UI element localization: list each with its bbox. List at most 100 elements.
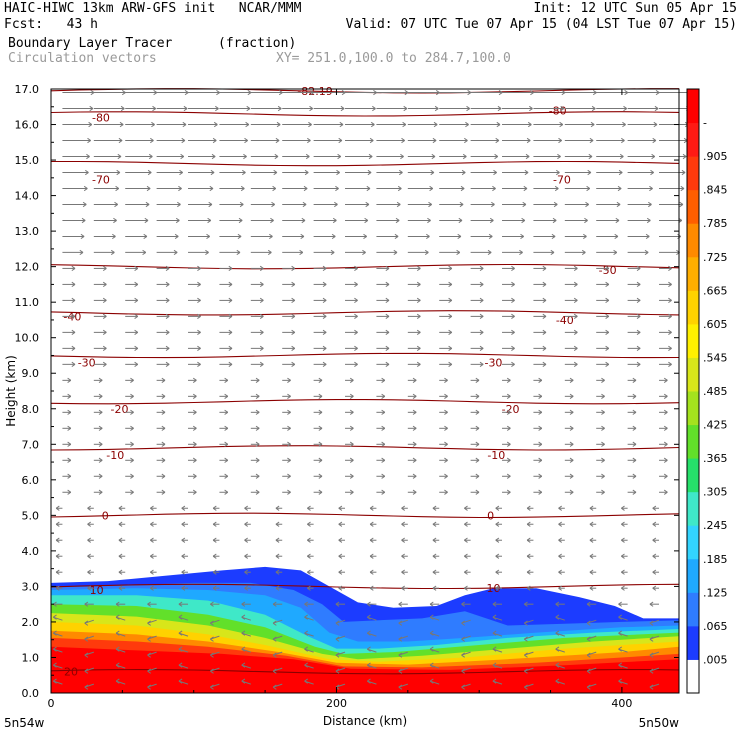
circulation-vector bbox=[53, 614, 63, 621]
circulation-vector bbox=[492, 614, 503, 621]
circulation-vector bbox=[367, 601, 377, 607]
circulation-vector bbox=[115, 614, 126, 621]
circulation-vector bbox=[533, 489, 543, 495]
colorbar-label: .305 bbox=[703, 486, 728, 499]
circulation-vector bbox=[53, 662, 63, 669]
circulation-vector bbox=[533, 89, 566, 96]
valid-time: Valid: 07 UTC Tue 07 Apr 15 (04 LST Tue … bbox=[345, 17, 737, 32]
circulation-vector bbox=[596, 121, 626, 128]
circulation-vector bbox=[564, 153, 593, 160]
circulation-vector bbox=[219, 473, 229, 479]
circulation-vector bbox=[533, 409, 543, 415]
circulation-vector bbox=[156, 361, 170, 367]
circulation-vector bbox=[502, 217, 526, 224]
circulation-vector bbox=[219, 281, 233, 288]
circulation-vector bbox=[596, 105, 628, 112]
circulation-vector bbox=[338, 521, 346, 527]
circulation-vector bbox=[219, 329, 233, 335]
circulation-vector bbox=[307, 585, 314, 591]
circulation-vector bbox=[659, 361, 672, 367]
circulation-vector bbox=[533, 281, 547, 288]
circulation-vector bbox=[93, 233, 116, 240]
circulation-vector bbox=[219, 393, 229, 399]
circulation-vector bbox=[596, 281, 610, 288]
circulation-vector bbox=[84, 651, 94, 658]
circulation-vector bbox=[376, 345, 390, 351]
circulation-vector bbox=[659, 153, 687, 160]
circulation-vector bbox=[345, 297, 358, 304]
circulation-vector bbox=[156, 89, 189, 96]
circulation-vector bbox=[618, 662, 628, 669]
circulation-vector bbox=[652, 569, 660, 575]
circulation-vector bbox=[618, 601, 628, 607]
circulation-vector bbox=[376, 217, 400, 224]
circulation-vector bbox=[250, 329, 264, 335]
circulation-vector bbox=[526, 585, 534, 591]
circulation-vector bbox=[652, 553, 660, 559]
circulation-vector bbox=[345, 441, 354, 447]
circulation-vector bbox=[150, 521, 157, 527]
circulation-vector bbox=[429, 662, 440, 669]
circulation-vector bbox=[376, 233, 399, 240]
circulation-vector bbox=[533, 137, 562, 144]
circulation-vector bbox=[526, 521, 534, 527]
circulation-vector bbox=[210, 651, 220, 658]
circulation-vector bbox=[250, 425, 260, 431]
colorbar-label: .785 bbox=[703, 217, 728, 230]
circulation-vector bbox=[464, 585, 471, 591]
circulation-vector bbox=[125, 361, 139, 367]
contour-label-2: -80 bbox=[549, 104, 567, 117]
circulation-vector bbox=[313, 409, 323, 415]
circulation-vector bbox=[313, 89, 346, 96]
circulation-vector bbox=[429, 678, 440, 685]
circulation-vector bbox=[429, 646, 440, 653]
tracer-fill-layer bbox=[51, 89, 679, 693]
circulation-vector bbox=[564, 281, 578, 288]
circulation-vector bbox=[115, 662, 126, 669]
circulation-vector bbox=[62, 489, 72, 495]
circulation-vector bbox=[502, 297, 515, 304]
circulation-vector bbox=[596, 489, 605, 495]
circulation-vector bbox=[589, 505, 597, 511]
end-point-label: 5n50w bbox=[639, 716, 680, 730]
circulation-vector bbox=[282, 473, 291, 479]
circulation-vector bbox=[212, 521, 220, 527]
contour-label-10: -20 bbox=[111, 403, 129, 416]
temperature-contour-4 bbox=[50, 310, 680, 316]
circulation-vector bbox=[439, 265, 453, 272]
circulation-vector bbox=[219, 425, 229, 431]
circulation-vector bbox=[125, 457, 134, 463]
circulation-vector bbox=[439, 489, 448, 495]
circulation-vector bbox=[432, 505, 440, 511]
circulation-vector bbox=[439, 185, 465, 192]
circulation-vector bbox=[241, 678, 251, 685]
circulation-vector bbox=[156, 153, 185, 160]
circulation-vector bbox=[589, 537, 597, 543]
circulation-vector bbox=[369, 521, 377, 527]
circulation-vector bbox=[250, 89, 283, 96]
circulation-vector bbox=[282, 393, 291, 399]
circulation-vector bbox=[586, 619, 597, 626]
circulation-vector bbox=[62, 473, 72, 479]
circulation-vector bbox=[502, 345, 515, 351]
circulation-vector bbox=[470, 121, 501, 128]
circulation-vector bbox=[250, 185, 277, 192]
colorbar-label: .485 bbox=[703, 385, 728, 398]
colorbar-swatch bbox=[687, 525, 699, 560]
circulation-vector bbox=[533, 361, 547, 367]
circulation-vector bbox=[93, 121, 124, 128]
circulation-vector bbox=[125, 345, 139, 351]
circulation-vector bbox=[502, 313, 515, 320]
circulation-vector bbox=[93, 137, 123, 144]
field-name: Boundary Layer Tracer bbox=[8, 36, 173, 51]
x-tick-label: 0 bbox=[48, 697, 55, 710]
circulation-vector bbox=[188, 169, 215, 176]
circulation-vector bbox=[244, 505, 251, 511]
circulation-vector bbox=[188, 329, 201, 335]
circulation-vector bbox=[564, 265, 578, 272]
y-tick-label: 10.0 bbox=[15, 332, 40, 345]
circulation-vector bbox=[470, 105, 502, 112]
circulation-vector bbox=[555, 601, 565, 607]
circulation-vector bbox=[589, 521, 597, 527]
